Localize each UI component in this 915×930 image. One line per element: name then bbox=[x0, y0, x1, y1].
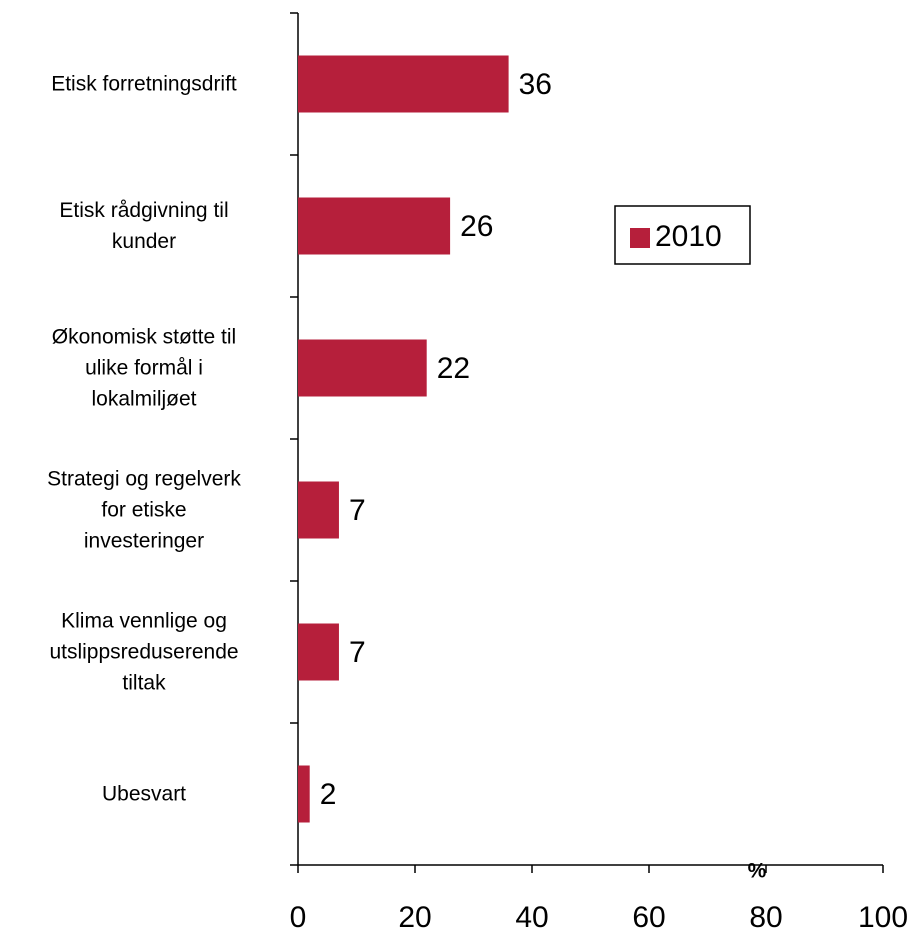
bar bbox=[298, 765, 310, 823]
bar bbox=[298, 197, 451, 255]
x-axis-label: % bbox=[748, 860, 767, 883]
y-tick-label: Ubesvart bbox=[101, 782, 187, 806]
bar bbox=[298, 623, 339, 681]
x-tick-label: 100 bbox=[858, 901, 908, 930]
y-tick-label: Økonomisk støtte til ulike formål i loka… bbox=[51, 325, 237, 411]
value-label: 26 bbox=[460, 210, 493, 243]
value-label: 7 bbox=[349, 494, 366, 527]
x-tick-label: 0 bbox=[290, 901, 307, 930]
y-tick-label: Klima vennlige og utslippsreduserende ti… bbox=[49, 609, 239, 695]
bar bbox=[298, 339, 427, 397]
x-tick-label: 20 bbox=[398, 901, 431, 930]
value-label: 36 bbox=[519, 68, 552, 101]
y-tick-label: Etisk rådgivning til kunder bbox=[59, 199, 229, 253]
y-tick-label: Strategi og regelverk for etiske investe… bbox=[47, 467, 241, 553]
value-label: 22 bbox=[437, 352, 470, 385]
x-tick-label: 60 bbox=[632, 901, 665, 930]
value-label: 7 bbox=[349, 636, 366, 669]
legend-label: 2010 bbox=[655, 220, 722, 253]
bar bbox=[298, 481, 339, 539]
legend-swatch bbox=[630, 228, 650, 248]
value-label: 2 bbox=[320, 778, 337, 811]
y-tick-label: Etisk forretningsdrift bbox=[51, 72, 237, 96]
bar bbox=[298, 55, 509, 113]
x-tick-label: 40 bbox=[515, 901, 548, 930]
x-tick-label: 80 bbox=[749, 901, 782, 930]
